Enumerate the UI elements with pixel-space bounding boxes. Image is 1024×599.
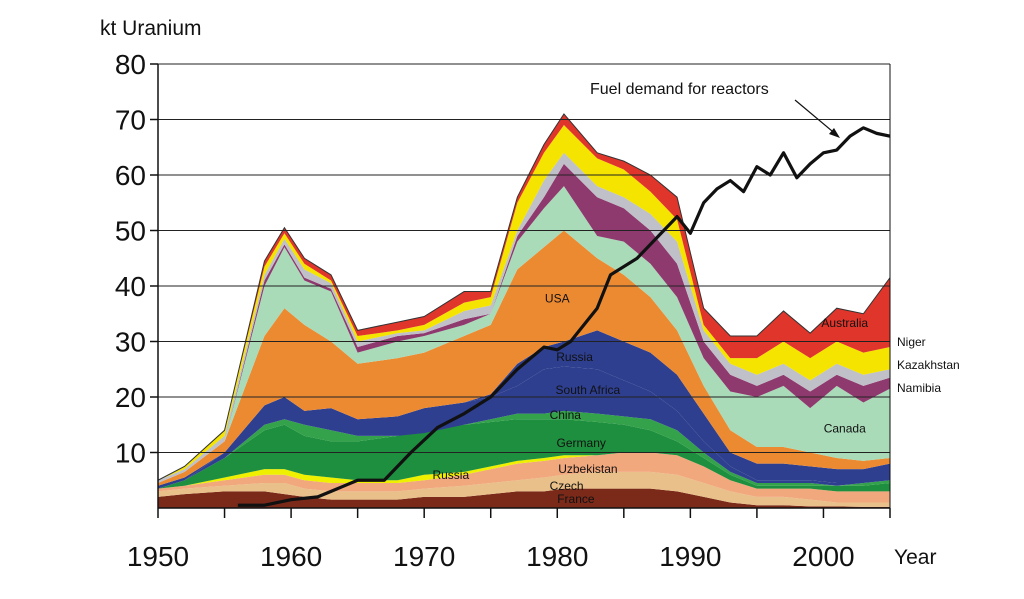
stacked-areas: [157, 113, 891, 508]
series-labels: USA Russia South Africa China Germany Uzbekis…: [432, 292, 959, 506]
area-uzbekistan: [158, 452, 890, 503]
y-tick-label-60: 60: [115, 160, 146, 191]
label-canada: Canada: [824, 422, 866, 436]
x-tick-label-1950: 1950: [127, 541, 189, 572]
y-tick-label-80: 80: [115, 49, 146, 80]
label-russia-2: Russia: [432, 468, 469, 482]
y-tick-label-70: 70: [115, 105, 146, 136]
area-germany: [158, 452, 890, 492]
area-kazakhstan-band: [158, 163, 890, 484]
x-tick-label-1990: 1990: [659, 541, 721, 572]
label-namibia: Namibia: [897, 381, 941, 395]
area-france: [158, 488, 890, 508]
label-south-africa: South Africa: [556, 383, 621, 397]
fuel-demand-label: Fuel demand for reactors: [590, 81, 769, 98]
y-tick-label-20: 20: [115, 382, 146, 413]
fuel-demand-arrow: [794, 99, 839, 137]
area-niger-band: [158, 152, 890, 484]
x-tick-label-1960: 1960: [260, 541, 322, 572]
y-tick-label-30: 30: [115, 327, 146, 358]
tick-labels: 10 20 30 40 50 60 70 80 1950 1960 1970 1980 1990 2000: [115, 49, 855, 572]
x-axis-title: Year: [894, 546, 936, 569]
area-australia: [158, 113, 890, 481]
label-germany: Germany: [557, 436, 606, 450]
axes: [150, 63, 891, 518]
fuel-demand-arrowhead: [829, 128, 840, 138]
label-niger: Niger: [897, 335, 926, 349]
label-usa: USA: [545, 292, 570, 306]
y-axis-title: kt Uranium: [100, 17, 202, 40]
y-tick-label-50: 50: [115, 216, 146, 247]
area-canada: [158, 186, 890, 484]
y-tick-label-10: 10: [115, 438, 146, 469]
area-usa: [158, 230, 890, 486]
label-czech: Czech: [550, 479, 584, 493]
area-china: [158, 419, 890, 492]
x-tick-label-1970: 1970: [393, 541, 455, 572]
area-russia: [158, 366, 890, 489]
area-niger: [158, 125, 890, 481]
x-tick-label-2000: 2000: [792, 541, 854, 572]
fuel-demand-line: [237, 126, 891, 507]
label-russia: Russia: [556, 350, 593, 364]
label-france: France: [557, 492, 595, 506]
x-tick-label-1980: 1980: [526, 541, 588, 572]
label-kazakhstan: Kazakhstan: [897, 358, 960, 372]
label-china: China: [550, 408, 582, 422]
label-uzbekistan: Uzbekistan: [558, 462, 617, 476]
area-czech: [158, 471, 890, 507]
label-australia: Australia: [821, 316, 868, 330]
y-tick-label-40: 40: [115, 271, 146, 302]
fuel-demand-line-group: [237, 99, 891, 507]
total-outline: [157, 113, 891, 481]
